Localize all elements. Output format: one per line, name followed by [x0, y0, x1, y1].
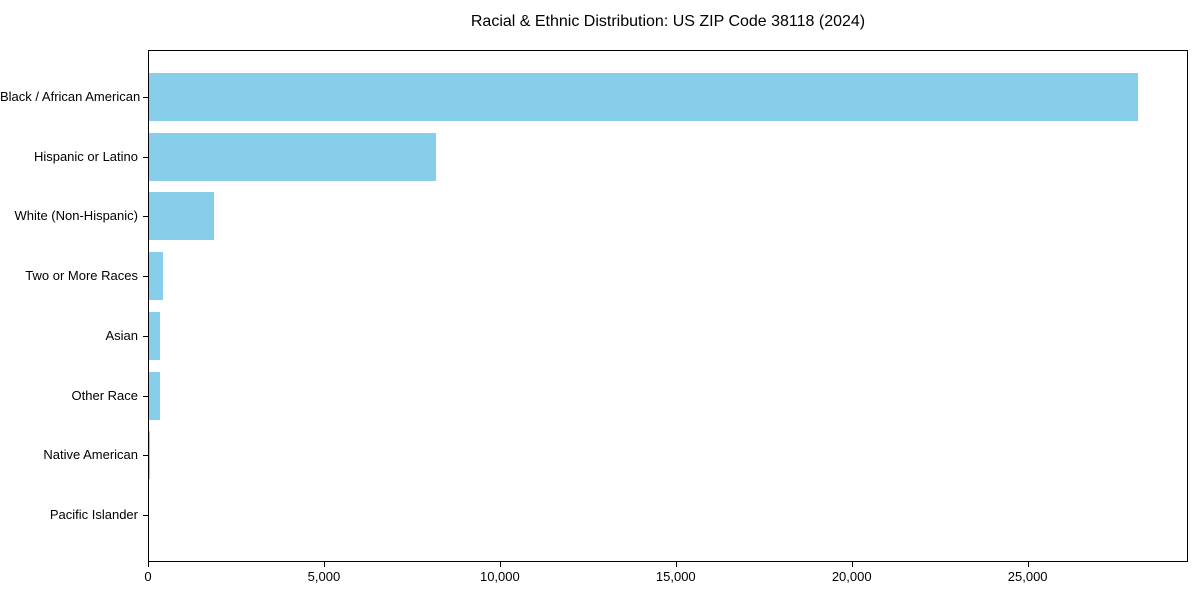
x-axis-tick-label: 0 — [144, 569, 152, 584]
x-axis-tick — [323, 562, 325, 567]
x-axis-tick-label: 10,000 — [479, 569, 520, 584]
y-axis-label: White (Non-Hispanic) — [14, 208, 138, 224]
y-axis-label: Hispanic or Latino — [33, 148, 138, 164]
y-axis-label: Two or More Races — [25, 268, 138, 284]
plot-area — [148, 50, 1188, 562]
y-axis-tick — [143, 395, 148, 397]
y-axis-tick — [143, 455, 148, 457]
y-axis-tick — [143, 276, 148, 278]
y-axis-label: Black / African American — [0, 89, 141, 104]
bar — [149, 371, 160, 420]
y-axis-label: Native American — [43, 447, 138, 463]
bar — [149, 431, 151, 480]
x-axis-tick-label: 25,000 — [1007, 569, 1048, 584]
y-axis-label: Other Race — [71, 387, 138, 403]
y-axis-label: Pacific Islander — [49, 506, 138, 522]
x-axis-tick — [148, 562, 149, 567]
y-axis-tick — [143, 216, 148, 218]
x-axis-tick — [499, 562, 501, 567]
bar — [149, 252, 164, 301]
y-axis-tick — [143, 97, 148, 98]
bar — [149, 132, 436, 181]
bar — [149, 311, 161, 360]
chart-title: Racial & Ethnic Distribution: US ZIP Cod… — [470, 13, 866, 30]
x-axis-tick-label: 15,000 — [655, 569, 696, 584]
bar — [149, 192, 215, 241]
x-axis-tick-label: 5,000 — [307, 569, 341, 584]
bar — [149, 73, 1138, 121]
y-axis-tick — [143, 335, 148, 337]
x-axis-tick — [851, 562, 853, 567]
y-axis-label: Asian — [105, 327, 138, 343]
y-axis-tick — [143, 156, 148, 158]
x-axis-tick — [675, 562, 677, 567]
x-axis-tick — [1027, 562, 1029, 567]
x-axis-tick-label: 20,000 — [831, 569, 872, 584]
y-axis-tick — [143, 514, 148, 516]
